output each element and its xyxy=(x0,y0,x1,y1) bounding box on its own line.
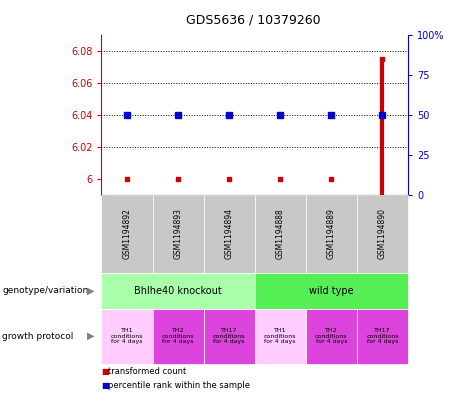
Text: ■: ■ xyxy=(101,367,109,376)
Text: growth protocol: growth protocol xyxy=(2,332,74,340)
Text: GSM1194892: GSM1194892 xyxy=(123,208,131,259)
Text: Bhlhe40 knockout: Bhlhe40 knockout xyxy=(134,286,222,296)
Text: GDS5636 / 10379260: GDS5636 / 10379260 xyxy=(186,14,321,27)
Text: GSM1194894: GSM1194894 xyxy=(225,208,234,259)
Text: TH17
conditions
for 4 days: TH17 conditions for 4 days xyxy=(213,328,245,344)
Text: GSM1194893: GSM1194893 xyxy=(173,208,183,259)
Text: GSM1194889: GSM1194889 xyxy=(327,208,336,259)
Text: ▶: ▶ xyxy=(87,286,95,296)
Text: TH1
conditions
for 4 days: TH1 conditions for 4 days xyxy=(111,328,143,344)
Text: percentile rank within the sample: percentile rank within the sample xyxy=(108,381,250,389)
Text: GSM1194890: GSM1194890 xyxy=(378,208,387,259)
Text: TH1
conditions
for 4 days: TH1 conditions for 4 days xyxy=(264,328,296,344)
Text: ▶: ▶ xyxy=(87,331,95,341)
Text: TH2
conditions
for 4 days: TH2 conditions for 4 days xyxy=(315,328,348,344)
Text: transformed count: transformed count xyxy=(108,367,187,376)
Text: GSM1194888: GSM1194888 xyxy=(276,208,285,259)
Text: TH17
conditions
for 4 days: TH17 conditions for 4 days xyxy=(366,328,399,344)
Text: wild type: wild type xyxy=(309,286,354,296)
Text: ■: ■ xyxy=(101,381,109,389)
Text: genotype/variation: genotype/variation xyxy=(2,286,89,295)
Text: TH2
conditions
for 4 days: TH2 conditions for 4 days xyxy=(162,328,194,344)
